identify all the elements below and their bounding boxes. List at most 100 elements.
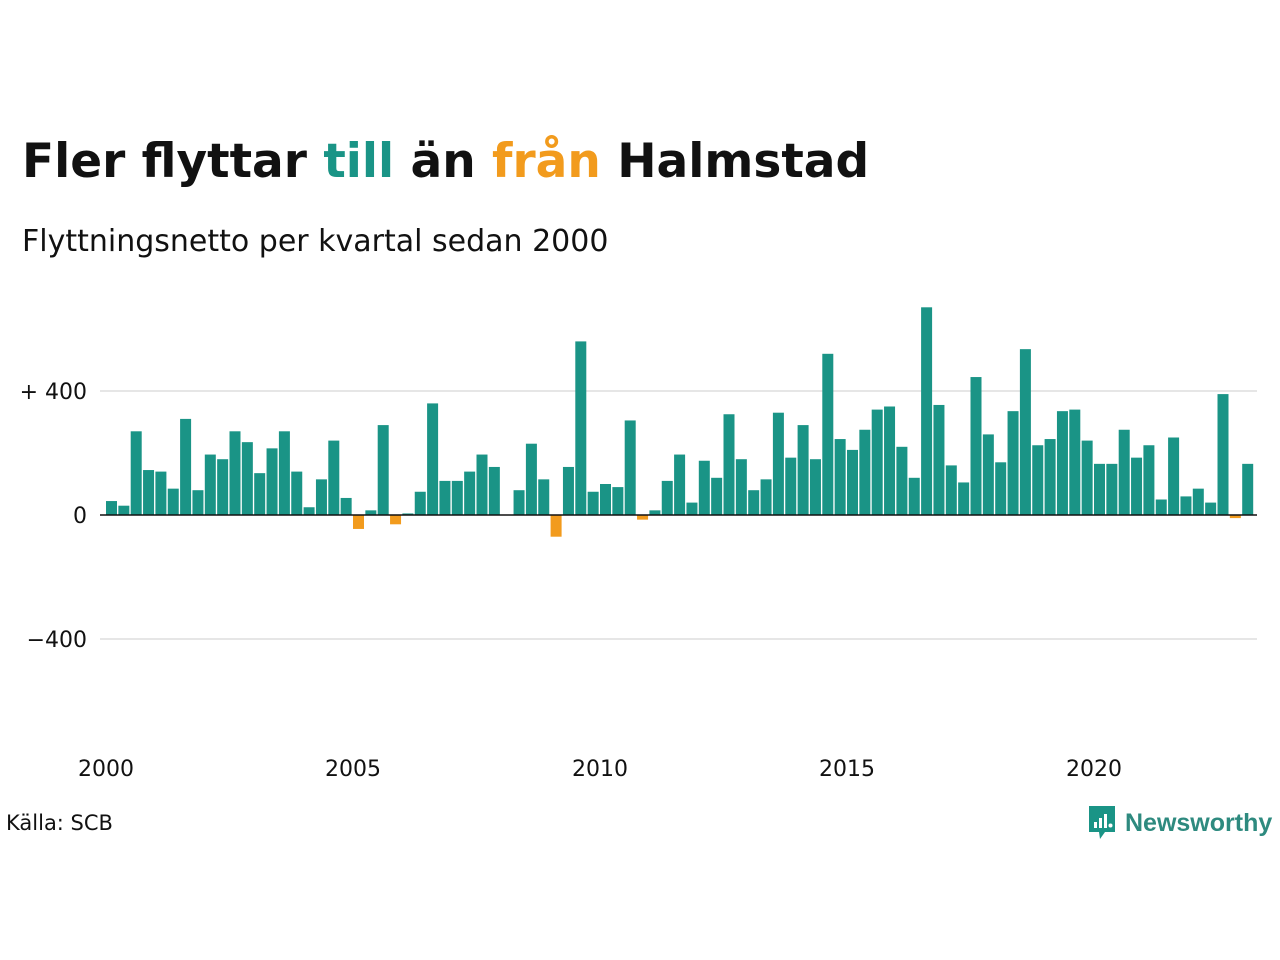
bar	[525, 443, 537, 515]
bar	[723, 414, 735, 515]
title-word-till: till	[323, 134, 395, 189]
bar	[427, 403, 439, 515]
bar	[945, 465, 957, 515]
chart-title: Fler flyttar till än från Halmstad	[22, 134, 869, 190]
bar	[1143, 445, 1155, 515]
bar	[1155, 499, 1167, 515]
x-tick-label: 2000	[78, 757, 134, 782]
bar	[353, 515, 364, 529]
bar	[760, 479, 772, 515]
bar	[254, 473, 266, 515]
newsworthy-logo: Newsworthy	[1087, 803, 1272, 843]
bar	[1056, 411, 1068, 515]
bar	[809, 459, 821, 515]
bar	[241, 442, 253, 515]
bar	[476, 454, 488, 515]
bar	[1019, 349, 1031, 515]
bar	[1069, 409, 1081, 515]
title-part-1: Fler flyttar	[22, 134, 324, 189]
bar	[649, 510, 661, 515]
bar	[1180, 496, 1192, 515]
bar	[958, 482, 970, 515]
bar	[513, 490, 525, 515]
bar	[192, 490, 204, 515]
bar	[908, 477, 920, 515]
bar	[118, 505, 130, 515]
bar	[303, 507, 315, 515]
bar	[674, 454, 686, 515]
bar	[488, 466, 500, 515]
bar	[1118, 429, 1130, 515]
bar	[365, 510, 377, 515]
bar	[439, 480, 451, 515]
bar	[1229, 515, 1241, 519]
title-part-3: än	[394, 134, 493, 189]
bar	[1192, 488, 1204, 515]
newsworthy-logo-text: Newsworthy	[1125, 808, 1273, 837]
bar	[748, 490, 760, 515]
bar	[1044, 439, 1056, 515]
bar	[735, 459, 747, 515]
bar	[1168, 437, 1180, 515]
bar	[402, 513, 414, 515]
bar	[315, 479, 327, 515]
bar	[600, 484, 611, 515]
bar	[884, 406, 896, 515]
bar	[414, 491, 426, 515]
bar	[1081, 440, 1093, 515]
bar	[1242, 463, 1254, 515]
bar	[970, 377, 982, 515]
bar	[143, 470, 155, 515]
bar	[538, 479, 550, 515]
y-tick-label: + 400	[20, 380, 87, 405]
bar	[204, 454, 216, 515]
bar	[464, 471, 476, 515]
x-tick-label: 2015	[819, 757, 875, 782]
bar	[1032, 445, 1044, 515]
bar	[637, 515, 649, 520]
bar	[686, 502, 698, 515]
bar	[1131, 457, 1143, 515]
bar	[661, 480, 673, 515]
grid-lines	[100, 390, 1257, 640]
bar	[451, 480, 463, 515]
bars	[106, 307, 1254, 537]
bar	[340, 497, 352, 515]
bar	[1205, 502, 1217, 515]
bar	[772, 412, 784, 515]
bar	[896, 446, 908, 515]
bar	[575, 341, 587, 515]
bar	[982, 434, 994, 515]
bar	[106, 501, 117, 515]
bar	[328, 440, 340, 515]
bar	[1007, 411, 1019, 515]
x-tick-label: 2005	[325, 757, 381, 782]
bar	[390, 515, 402, 525]
bar	[995, 462, 1007, 515]
bar	[847, 449, 858, 515]
bar-chart: + 400 0 −400 2000 2005 2010 2015 2020	[20, 307, 1257, 782]
bar	[562, 466, 574, 515]
bar	[130, 431, 142, 515]
bar	[155, 471, 167, 515]
chart-subtitle: Flyttningsnetto per kvartal sedan 2000	[22, 224, 609, 259]
bar	[834, 439, 846, 515]
bar	[1094, 463, 1105, 515]
bar	[1217, 394, 1229, 515]
x-tick-label: 2020	[1066, 757, 1122, 782]
bar	[785, 457, 797, 515]
bar	[1106, 463, 1118, 515]
x-tick-label: 2010	[572, 757, 628, 782]
source-label: Källa: SCB	[6, 811, 113, 835]
bar	[229, 431, 241, 515]
bar	[278, 431, 290, 515]
newsworthy-logo-icon	[1089, 806, 1115, 839]
bar	[291, 471, 303, 515]
bar	[377, 425, 389, 515]
bar	[797, 425, 809, 515]
bar	[266, 448, 278, 515]
y-tick-label: −400	[27, 628, 87, 653]
bar	[859, 429, 871, 515]
y-tick-label: 0	[73, 504, 87, 529]
bar	[698, 460, 710, 515]
